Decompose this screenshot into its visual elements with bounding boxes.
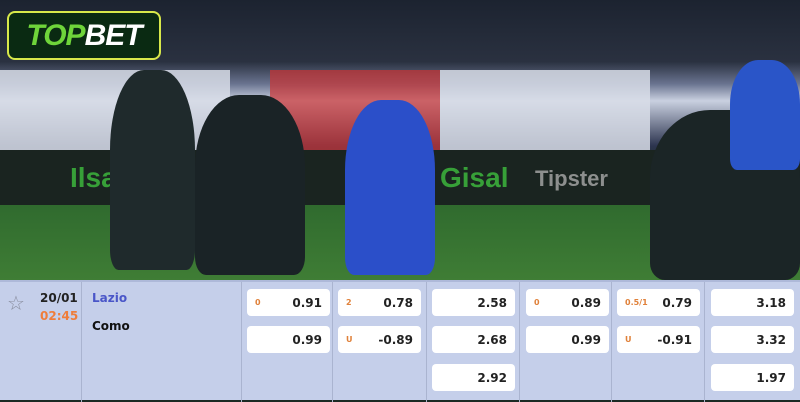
odds-value: 0.99 [571,332,601,347]
odds-value: 3.18 [756,295,786,310]
odds-cell[interactable]: 0 0.91 [247,289,330,316]
odds-value: 0.99 [292,332,322,347]
odds-value: -0.91 [657,332,692,347]
odds-line: 2 [346,298,352,307]
odds-cell[interactable]: 0.99 [526,326,609,353]
odds-line: 0 [255,298,261,307]
odds-cell[interactable]: 2.68 [432,326,515,353]
odds-value: 0.91 [292,295,322,310]
player [195,95,305,275]
odds-cell[interactable]: 2.92 [432,364,515,391]
odds-value: -0.89 [378,332,413,347]
odds-value: 0.89 [571,295,601,310]
odds-value: 1.97 [756,370,786,385]
odds-cell[interactable]: 0 0.89 [526,289,609,316]
odds-line: U [346,335,353,344]
player [345,100,435,275]
odds-cell[interactable]: 3.18 [711,289,794,316]
match-photo: Ilsal Gisal Tipster [0,0,800,280]
odds-value: 0.79 [662,295,692,310]
odds-cell[interactable]: 0.99 [247,326,330,353]
stadium-banner [440,70,650,150]
odds-cell[interactable]: U -0.89 [338,326,421,353]
odds-value: 2.92 [477,370,507,385]
odds-value: 2.58 [477,295,507,310]
match-date: 20/01 [40,291,78,305]
odds-line: U [625,335,632,344]
player [730,60,800,170]
odds-cell[interactable]: 0.5/1 0.79 [617,289,700,316]
favorite-star-icon[interactable]: ☆ [7,291,25,315]
topbet-logo: TOP BET [7,11,161,60]
odds-cell[interactable]: 3.32 [711,326,794,353]
odds-cell[interactable]: 2.58 [432,289,515,316]
odds-line: 0.5/1 [625,298,648,307]
odds-line: 0 [534,298,540,307]
odds-value: 2.68 [477,332,507,347]
odds-cell[interactable]: 1.97 [711,364,794,391]
odds-cell[interactable]: 2 0.78 [338,289,421,316]
match-time: 02:45 [40,309,79,323]
away-team[interactable]: Como [92,319,130,333]
odds-row: ☆ 20/01 02:45 Lazio Como 0 0.91 0.99 2 0.78 U… [0,280,800,402]
player [110,70,195,270]
home-team[interactable]: Lazio [92,291,128,305]
odds-cell[interactable]: U -0.91 [617,326,700,353]
odds-value: 0.78 [383,295,413,310]
odds-value: 3.32 [756,332,786,347]
